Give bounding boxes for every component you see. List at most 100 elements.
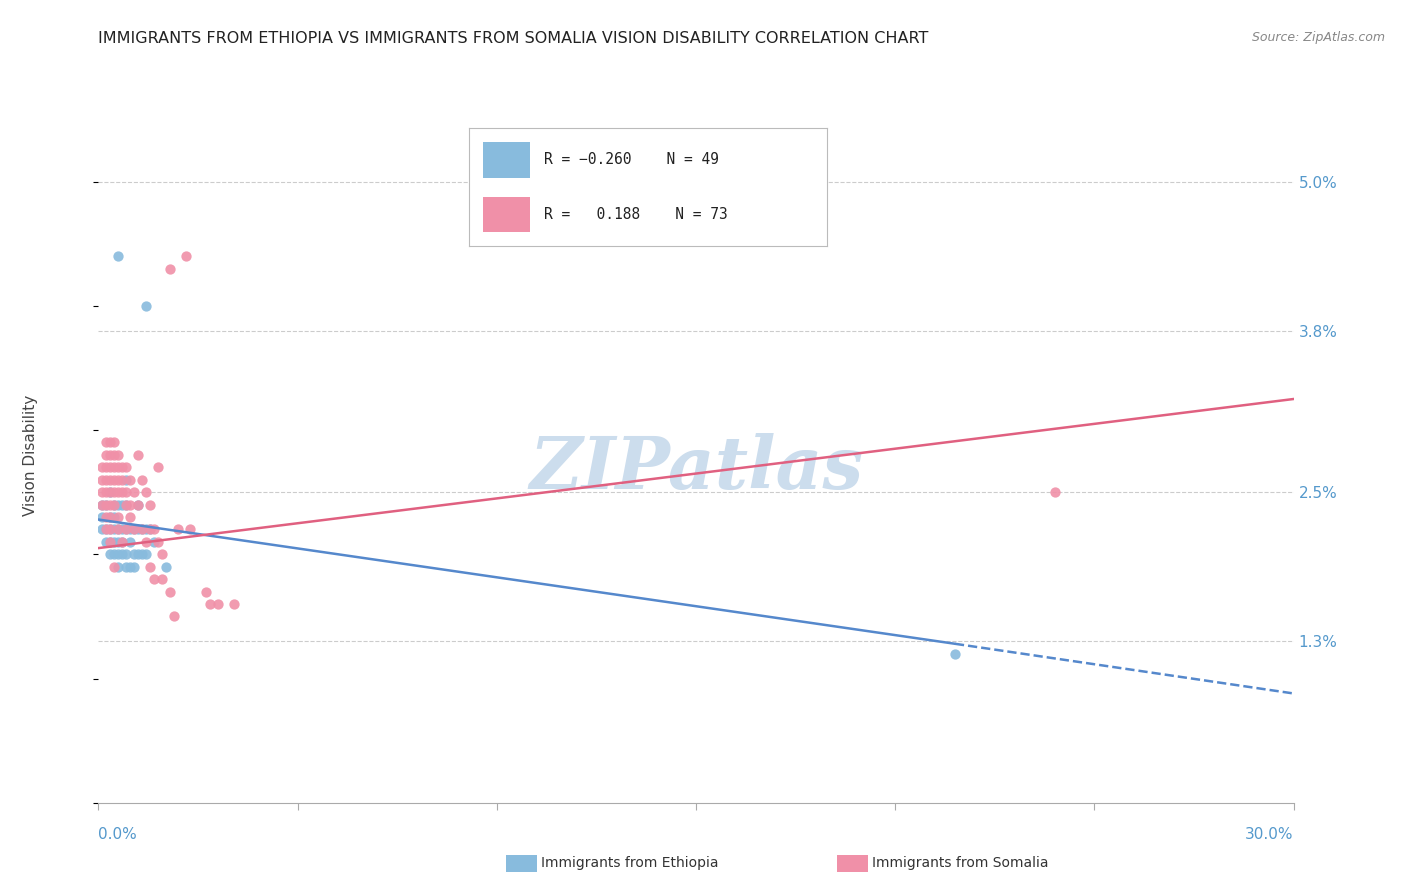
Text: Source: ZipAtlas.com: Source: ZipAtlas.com	[1251, 31, 1385, 45]
Point	[91, 460, 114, 475]
Point	[96, 435, 118, 450]
Point	[124, 485, 146, 500]
Point	[91, 498, 114, 512]
Point	[107, 559, 129, 574]
Point	[222, 597, 245, 611]
Point	[139, 559, 162, 574]
Point	[100, 523, 122, 537]
Point	[135, 523, 157, 537]
Point	[124, 523, 146, 537]
Point	[1043, 485, 1066, 500]
Point	[103, 498, 125, 512]
Text: 30.0%: 30.0%	[1246, 827, 1294, 841]
Point	[115, 460, 138, 475]
Point	[111, 473, 134, 487]
Point	[100, 510, 122, 524]
Point	[120, 510, 142, 524]
Point	[96, 473, 118, 487]
Point	[100, 448, 122, 462]
Point	[167, 523, 190, 537]
Point	[207, 597, 229, 611]
Point	[100, 485, 122, 500]
Point	[96, 460, 118, 475]
Point	[155, 559, 177, 574]
Point	[127, 498, 149, 512]
Point	[107, 448, 129, 462]
Point	[135, 299, 157, 313]
Point	[96, 485, 118, 500]
Point	[103, 498, 125, 512]
Point	[103, 460, 125, 475]
Point	[120, 534, 142, 549]
Point	[131, 473, 153, 487]
Point	[107, 534, 129, 549]
Point	[91, 498, 114, 512]
Point	[96, 534, 118, 549]
Point	[103, 485, 125, 500]
Point	[96, 523, 118, 537]
Point	[124, 547, 146, 561]
Point	[100, 460, 122, 475]
Point	[103, 559, 125, 574]
Point	[96, 498, 118, 512]
Point	[127, 498, 149, 512]
Point	[96, 448, 118, 462]
Point	[150, 572, 173, 586]
Point	[100, 534, 122, 549]
Point	[103, 534, 125, 549]
Point	[135, 534, 157, 549]
Point	[131, 523, 153, 537]
Point	[100, 473, 122, 487]
Text: Vision Disability: Vision Disability	[24, 394, 38, 516]
Point	[148, 460, 170, 475]
Point	[143, 523, 166, 537]
Point	[120, 498, 142, 512]
Point	[91, 523, 114, 537]
Point	[115, 523, 138, 537]
Point	[100, 485, 122, 500]
Point	[127, 547, 149, 561]
Point	[115, 498, 138, 512]
Point	[100, 534, 122, 549]
Point	[103, 448, 125, 462]
Point	[148, 534, 170, 549]
Point	[103, 510, 125, 524]
Point	[150, 547, 173, 561]
Point	[100, 435, 122, 450]
Point	[107, 523, 129, 537]
Point	[120, 559, 142, 574]
Point	[103, 523, 125, 537]
Point	[96, 523, 118, 537]
Text: IMMIGRANTS FROM ETHIOPIA VS IMMIGRANTS FROM SOMALIA VISION DISABILITY CORRELATIO: IMMIGRANTS FROM ETHIOPIA VS IMMIGRANTS F…	[98, 31, 929, 46]
Text: Immigrants from Ethiopia: Immigrants from Ethiopia	[541, 856, 718, 871]
Point	[139, 498, 162, 512]
Point	[111, 523, 134, 537]
Point	[96, 498, 118, 512]
Point	[107, 547, 129, 561]
Point	[131, 547, 153, 561]
Point	[111, 485, 134, 500]
Point	[107, 485, 129, 500]
Point	[96, 510, 118, 524]
Point	[139, 523, 162, 537]
Point	[159, 584, 181, 599]
Text: 0.0%: 0.0%	[98, 827, 138, 841]
Point	[115, 559, 138, 574]
Point	[143, 572, 166, 586]
Point	[943, 647, 966, 661]
Point	[163, 609, 186, 624]
Point	[115, 485, 138, 500]
Point	[124, 523, 146, 537]
Point	[115, 523, 138, 537]
Point	[115, 473, 138, 487]
Point	[107, 523, 129, 537]
Point	[107, 498, 129, 512]
Point	[124, 559, 146, 574]
Point	[115, 498, 138, 512]
Point	[91, 510, 114, 524]
Point	[107, 473, 129, 487]
Point	[198, 597, 221, 611]
Point	[135, 485, 157, 500]
Point	[195, 584, 218, 599]
Point	[111, 534, 134, 549]
